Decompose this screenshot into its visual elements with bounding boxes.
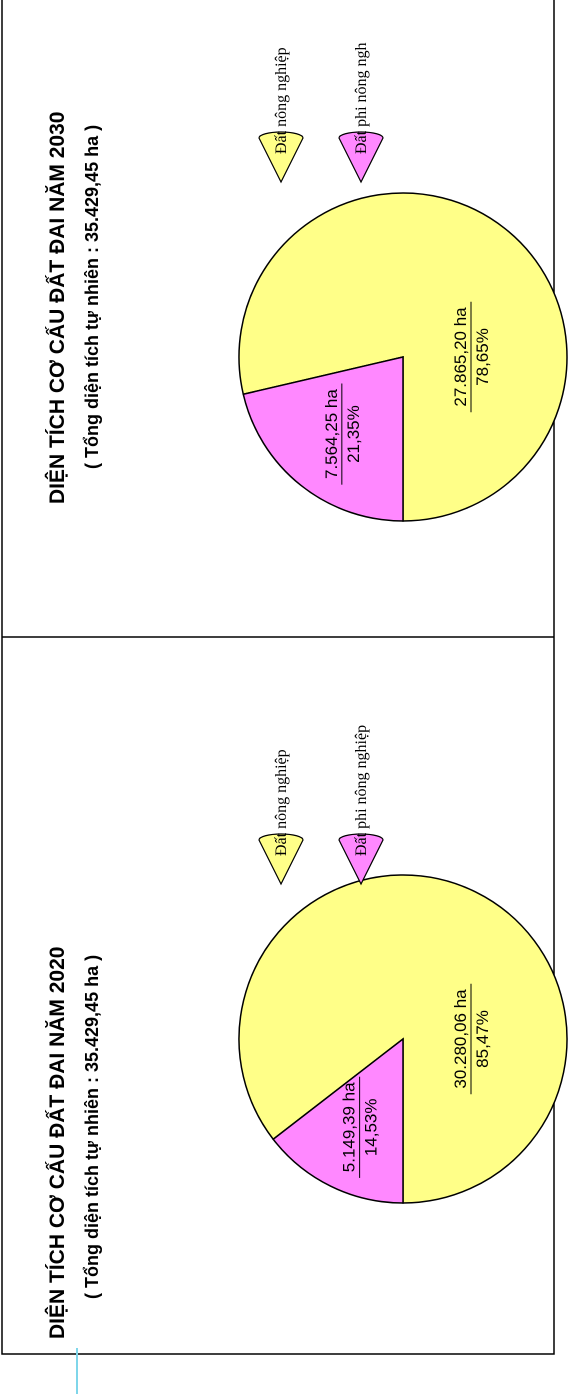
legend-2030: Đất nông nghiệp Đất phi nông ngh — [258, 42, 384, 184]
pie-2030: 7.564,25 ha 21,35% 27.865,20 ha 78,65% — [238, 192, 568, 522]
pie-slice-agri-2020 — [238, 874, 568, 1204]
slice-nonagri-2030-area-label: 7.564,25 ha — [322, 389, 341, 479]
slice-nonagri-2030-percent-label: 21,35% — [344, 405, 363, 463]
slice-nonagri-2020-area-label: 5.149,39 ha — [340, 1082, 359, 1172]
slice-agri-2020-area-label: 30.280,06 ha — [451, 989, 470, 1089]
outer-frame — [1, 0, 555, 1355]
chart-subtitle-2020: ( Tổng diện tích tự nhiên : 35.429,45 ha… — [82, 955, 102, 1299]
chart-title-2030: DIỆN TÍCH CƠ CẤU ĐẤT ĐAI NĂM 2030 — [45, 112, 69, 504]
legend-swatch-agri-2030 — [258, 131, 304, 184]
chart-title-2020: DIỆN TÍCH CƠ CẤU ĐẤT ĐAI NĂM 2020 — [45, 947, 69, 1339]
legend-label-nonagri-2020: Đất phi nông nghiệp — [353, 725, 370, 856]
slice-agri-2020-percent-label: 85,47% — [473, 1010, 492, 1068]
legend-swatch-agri-2020 — [258, 833, 304, 886]
slice-agri-2030-percent-label: 78,65% — [473, 328, 492, 386]
pie-slice-nonagri-2020 — [272, 1037, 404, 1204]
slice-agri-2030-area-label: 27.865,20 ha — [451, 307, 470, 407]
legend-swatch-nonagri-2030 — [338, 131, 384, 184]
panel-2030: DIỆN TÍCH CƠ CẤU ĐẤT ĐAI NĂM 2030 ( Tổng… — [45, 42, 568, 522]
legend-label-agri-2030: Đất nông nghiệp — [273, 47, 290, 154]
panel-2020: DIỆN TÍCH CƠ CẤU ĐẤT ĐAI NĂM 2020 ( Tổng… — [45, 725, 568, 1339]
legend-2020: Đất nông nghiệp Đất phi nông nghiệp — [258, 725, 384, 886]
pie-slice-nonagri-2030 — [242, 356, 404, 522]
slice-nonagri-2020-percent-label: 14,53% — [362, 1098, 381, 1156]
legend-swatch-nonagri-2020 — [338, 833, 384, 886]
legend-label-nonagri-2030: Đất phi nông ngh — [353, 42, 370, 154]
chart-subtitle-2030: ( Tổng diện tích tự nhiên : 35.429,45 ha… — [82, 125, 102, 469]
legend-label-agri-2020: Đất nông nghiệp — [273, 749, 290, 856]
accent-line — [76, 1348, 78, 1394]
pie-2020: 5.149,39 ha 14,53% 30.280,06 ha 85,47% — [238, 874, 568, 1204]
